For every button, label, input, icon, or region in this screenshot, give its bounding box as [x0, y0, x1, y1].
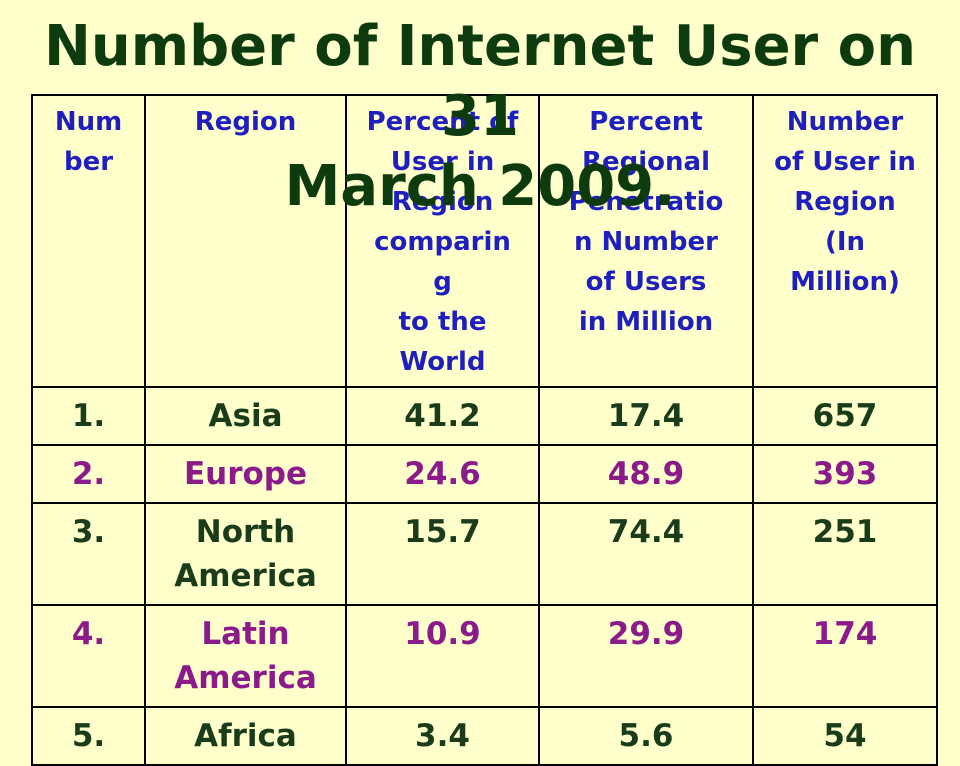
header-users-million: Number of User in Region (In Million) [752, 94, 938, 388]
table-row: 5. Africa 3.4 5.6 54 [31, 706, 938, 766]
internet-users-table: Num ber Region Percent of User in Region… [31, 94, 938, 766]
cell-region: Asia [144, 386, 347, 446]
cell-users-million: 174 [752, 604, 938, 708]
table-row: 2. Europe 24.6 48.9 393 [31, 444, 938, 504]
cell-penetration: 74.4 [538, 502, 754, 606]
cell-region: Africa [144, 706, 347, 766]
cell-percent-world: 10.9 [345, 604, 540, 708]
cell-number: 2. [31, 444, 146, 504]
cell-number: 4. [31, 604, 146, 708]
cell-penetration: 17.4 [538, 386, 754, 446]
cell-penetration: 48.9 [538, 444, 754, 504]
cell-percent-world: 41.2 [345, 386, 540, 446]
internet-users-table-container: Num ber Region Percent of User in Region… [31, 94, 938, 766]
cell-users-million: 657 [752, 386, 938, 446]
cell-users-million: 251 [752, 502, 938, 606]
cell-penetration: 5.6 [538, 706, 754, 766]
cell-penetration: 29.9 [538, 604, 754, 708]
cell-number: 3. [31, 502, 146, 606]
table-row: 3. North America 15.7 74.4 251 [31, 502, 938, 606]
cell-number: 1. [31, 386, 146, 446]
cell-users-million: 393 [752, 444, 938, 504]
header-percent-world: Percent of User in Region comparin g to … [345, 94, 540, 388]
cell-region: Europe [144, 444, 347, 504]
cell-percent-world: 24.6 [345, 444, 540, 504]
header-number: Num ber [31, 94, 146, 388]
cell-percent-world: 3.4 [345, 706, 540, 766]
cell-users-million: 54 [752, 706, 938, 766]
cell-region: North America [144, 502, 347, 606]
table-header-row: Num ber Region Percent of User in Region… [31, 94, 938, 388]
header-penetration: Percent Regional Penetratio n Number of … [538, 94, 754, 388]
cell-number: 5. [31, 706, 146, 766]
cell-percent-world: 15.7 [345, 502, 540, 606]
table-row: 4. Latin America 10.9 29.9 174 [31, 604, 938, 708]
table-row: 1. Asia 41.2 17.4 657 [31, 386, 938, 446]
cell-region: Latin America [144, 604, 347, 708]
header-region: Region [144, 94, 347, 388]
